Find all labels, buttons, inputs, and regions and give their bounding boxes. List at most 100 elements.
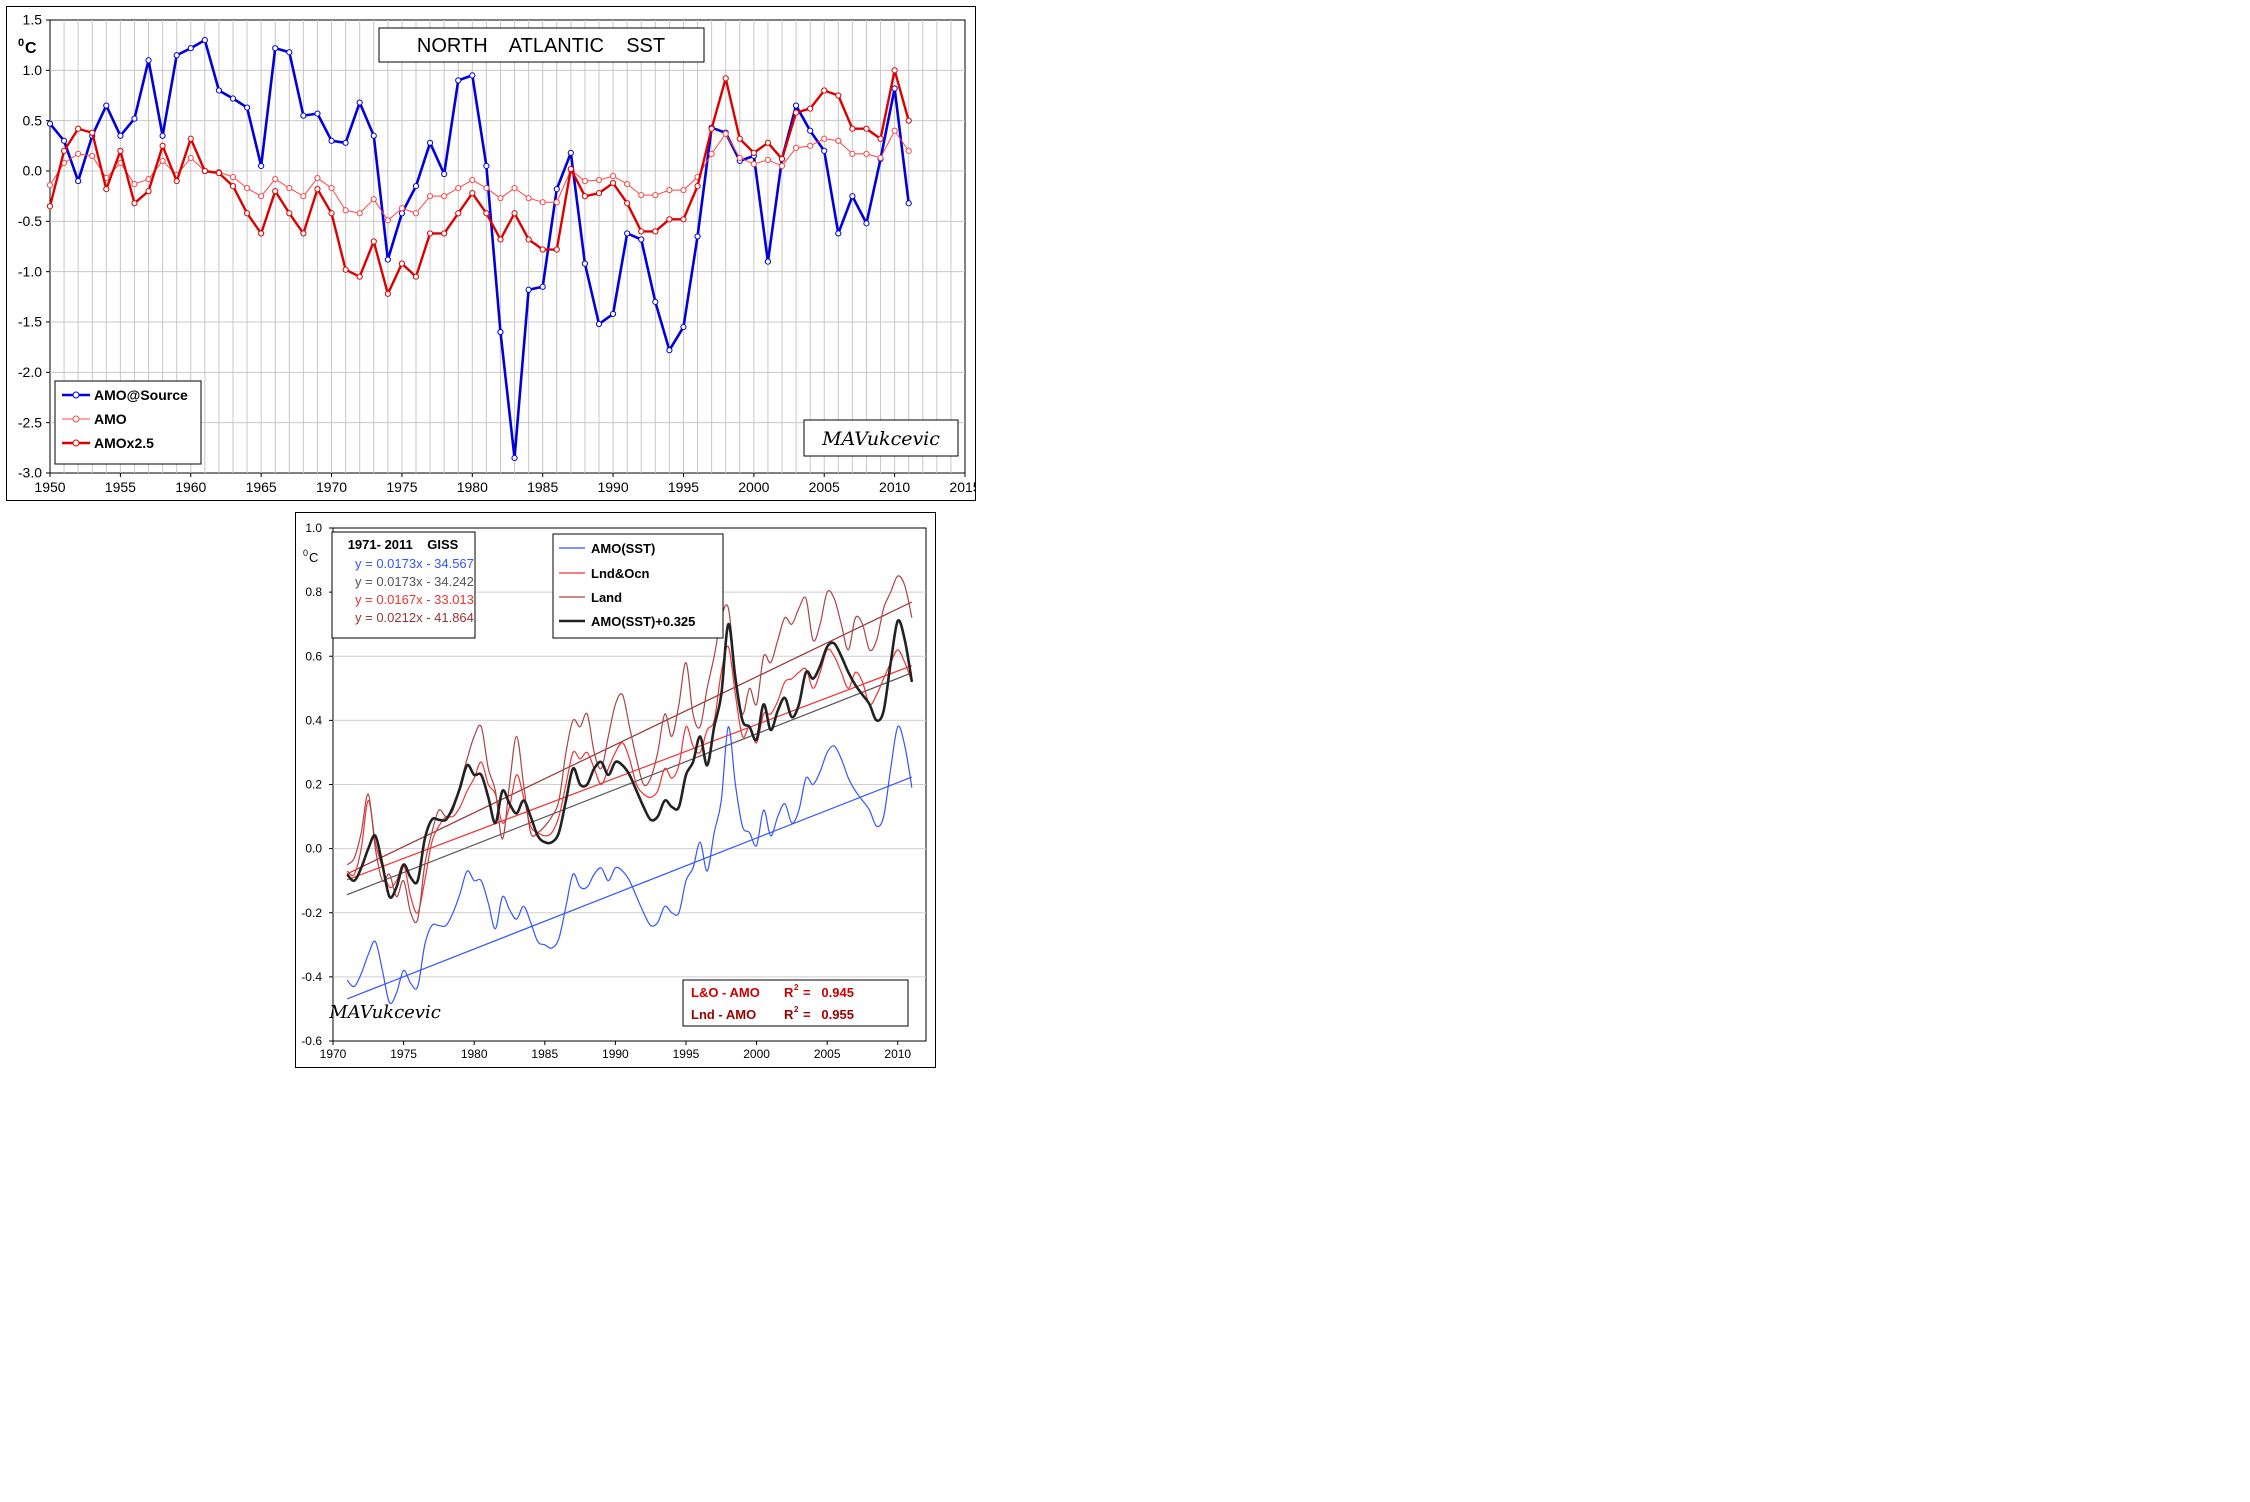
data-point-amo	[849, 150, 856, 157]
x-tick-label: 1980	[461, 1047, 488, 1061]
data-point-amo-source	[426, 139, 434, 146]
data-point-amox2-5	[356, 273, 363, 280]
data-point-amox2-5	[426, 230, 434, 237]
y-tick-label: -2.0	[18, 364, 42, 380]
data-point-amox2-5	[103, 186, 110, 193]
data-point-amo	[187, 154, 194, 162]
data-point-amo	[469, 176, 476, 184]
y-tick-label: -2.5	[18, 414, 42, 430]
data-point-amox2-5	[694, 183, 701, 190]
data-point-amox2-5	[539, 246, 546, 253]
data-point-amo-source	[60, 137, 68, 144]
data-point-amo-source	[807, 127, 814, 134]
data-point-amox2-5	[328, 210, 335, 217]
x-tick-label: 1985	[531, 1047, 558, 1061]
y-tick-label: -0.5	[18, 213, 42, 229]
x-tick-label: 1985	[527, 479, 558, 495]
data-point-amo	[159, 157, 166, 165]
legend-label-land: Land	[591, 590, 622, 605]
data-point-amo	[314, 174, 321, 182]
data-point-amo-source	[131, 115, 138, 122]
y-tick-label: 0.2	[305, 778, 322, 792]
data-point-amo	[666, 187, 673, 194]
data-point-amo-source	[412, 183, 420, 190]
data-point-amo-source	[342, 139, 349, 146]
data-point-amo	[229, 173, 237, 181]
data-point-amo	[89, 152, 96, 159]
data-point-amox2-5	[497, 236, 504, 243]
data-point-amo-source	[511, 454, 518, 461]
data-point-amo-source	[441, 170, 448, 178]
data-point-amo-source	[539, 283, 546, 290]
data-point-amox2-5	[722, 75, 729, 82]
data-point-amo-source	[483, 162, 490, 170]
data-point-amo	[384, 217, 391, 224]
fit-box-header: 1971- 2011 GISS	[348, 537, 459, 552]
data-point-amox2-5	[469, 190, 476, 197]
fit-equation-lnd-ocn: y = 0.0167x - 33.013	[355, 592, 474, 607]
x-tick-label: 2010	[879, 479, 910, 495]
data-point-amo-source	[821, 147, 828, 154]
data-point-amo-source	[905, 200, 912, 207]
bottom-unit-label: C	[309, 550, 318, 565]
data-point-amox2-5	[595, 190, 603, 197]
r2-lnd-amo-r: R	[784, 1007, 794, 1022]
data-point-amo-source	[243, 104, 251, 111]
x-tick-label: 1965	[246, 479, 277, 495]
data-point-amox2-5	[300, 230, 307, 237]
data-point-amo	[328, 185, 335, 192]
data-point-amox2-5	[441, 230, 448, 237]
data-point-amo	[426, 193, 434, 200]
data-point-amox2-5	[708, 125, 715, 132]
fit-equations-box: 1971- 2011 GISS y = 0.0173x - 34.567 y =…	[331, 531, 476, 639]
data-point-amo	[370, 196, 377, 203]
bottom-signature: MAVukcevic	[328, 1002, 441, 1023]
data-point-amox2-5	[553, 246, 560, 253]
legend-label-amo: AMO	[94, 411, 127, 427]
data-point-amo	[300, 193, 307, 200]
legend-label-amo-offset: AMO(SST)+0.325	[591, 614, 695, 629]
top-signature: MAVukcevic	[821, 428, 940, 450]
north-atlantic-sst-chart: 1.5 1.0 0.5 0.0 -0.5 -1.0 -1.5 -2.0 -2.5 -3.0 195…	[6, 6, 976, 501]
fit-equation-land: y = 0.0212x - 41.864	[355, 610, 474, 625]
r2-lnd-amo-label: Lnd - AMO	[691, 1007, 756, 1022]
data-point-amox2-5	[243, 210, 251, 217]
data-point-amo	[891, 127, 898, 134]
data-point-amo-source	[117, 132, 124, 139]
y-tick-label: 1.0	[23, 62, 43, 78]
x-tick-label: 1980	[457, 479, 488, 495]
data-point-amox2-5	[624, 200, 631, 207]
data-point-amox2-5	[201, 167, 208, 175]
legend-label-lnd-ocn: Lnd&Ocn	[591, 566, 650, 581]
data-point-amox2-5	[412, 273, 420, 280]
x-tick-label: 2000	[738, 479, 769, 495]
r2-lnd-amo-value: = 0.955	[803, 1007, 854, 1022]
data-point-amox2-5	[638, 228, 645, 235]
data-point-amox2-5	[778, 155, 786, 163]
data-point-amox2-5	[117, 147, 124, 154]
data-point-amo-source	[680, 323, 687, 331]
data-point-amox2-5	[314, 186, 321, 193]
data-point-amox2-5	[60, 147, 68, 154]
series-line-amo-sst-0-325	[346, 619, 914, 899]
x-tick-label: 1950	[34, 479, 65, 495]
data-point-amo-source	[891, 85, 898, 92]
data-point-amox2-5	[131, 200, 138, 207]
top-y-axis: 1.5 1.0 0.5 0.0 -0.5 -1.0 -1.5 -2.0 -2.5 -3.0	[18, 12, 50, 481]
x-tick-label: 2005	[809, 479, 840, 495]
data-point-amox2-5	[680, 216, 687, 223]
data-point-amo	[258, 193, 265, 200]
r-squared-box: L&O - AMO R 2 = 0.945 Lnd - AMO R 2 = 0.…	[682, 979, 909, 1027]
data-point-amo-source	[553, 186, 560, 193]
data-point-amo-source	[624, 230, 631, 237]
data-point-amo-source	[356, 99, 363, 106]
x-tick-label: 1990	[597, 479, 628, 495]
x-tick-label: 1970	[320, 1047, 347, 1061]
y-tick-label: 0.4	[305, 713, 322, 727]
data-point-amo-source	[525, 286, 532, 293]
data-point-amox2-5	[159, 142, 166, 149]
data-point-amo	[736, 154, 743, 162]
bottom-unit-sup: 0	[303, 548, 308, 558]
land-trend-line	[346, 601, 913, 875]
top-chart-canvas: 1.5 1.0 0.5 0.0 -0.5 -1.0 -1.5 -2.0 -2.5 -3.0 195…	[6, 6, 976, 501]
